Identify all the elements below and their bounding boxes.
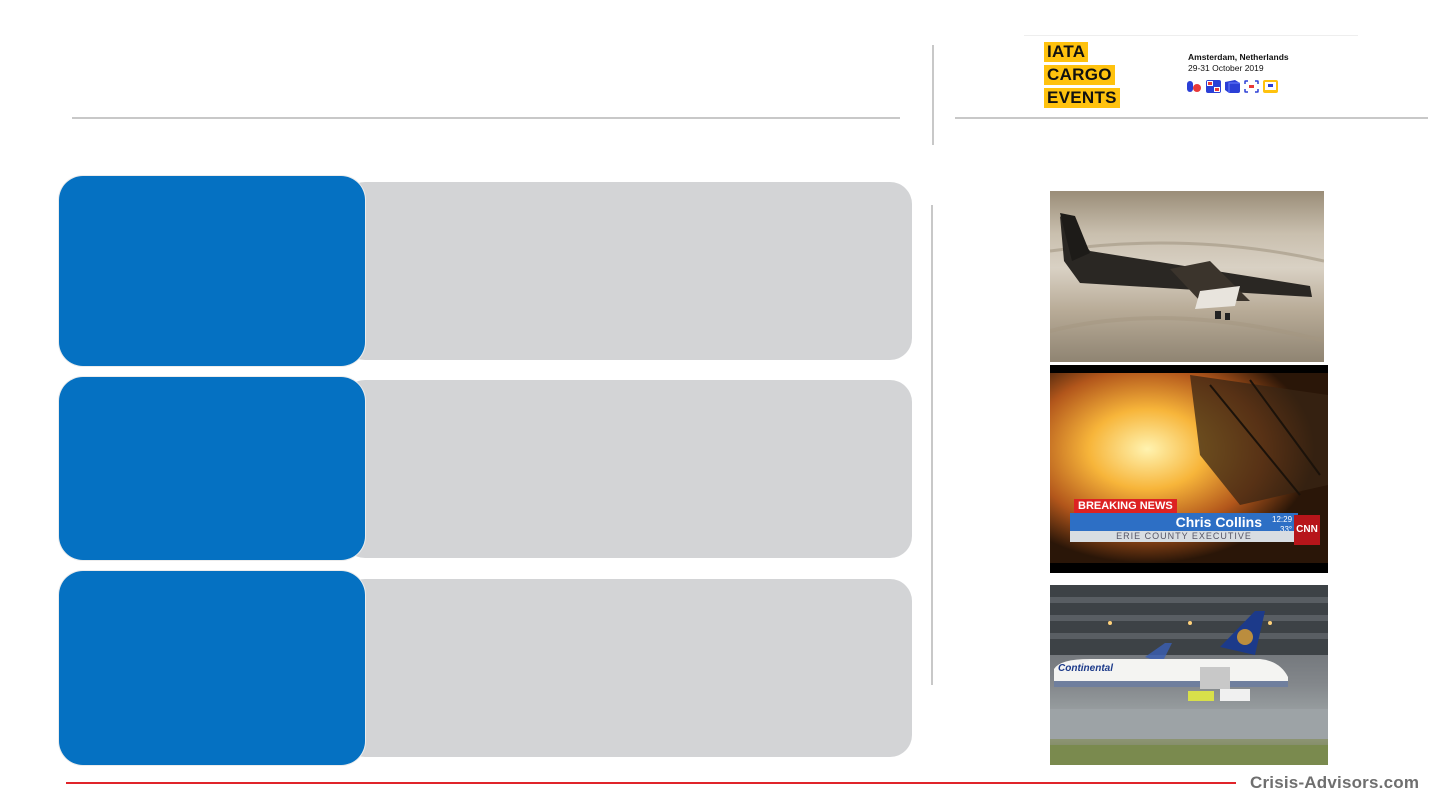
transport-icon [1187,81,1201,92]
content-panel-1 [343,182,912,360]
label-box-3 [59,571,365,765]
news-time: 12:29 [1272,515,1293,524]
event-logo: IATA CARGO EVENTS Amsterdam, Netherlands… [1024,35,1358,114]
header-vertical-divider [932,45,934,145]
crashed-plane-photo [1050,191,1324,362]
breaking-news-banner: BREAKING NEWS [1074,499,1177,513]
cnn-logo: CNN [1294,515,1320,545]
airport-scene-illustration [1050,585,1328,765]
news-person-name: Chris Collins [1175,514,1262,530]
header-divider [72,117,900,119]
footer-rule [66,782,1236,784]
continental-plane-photo: Continental [1050,585,1328,765]
label-box-2 [59,377,365,560]
content-panel-3 [343,579,912,757]
content-panel-2 [343,380,912,558]
event-icons [1187,80,1278,93]
scan-icon [1244,80,1259,93]
logo-word-events: EVENTS [1044,88,1120,108]
crashed-plane-illustration [1050,213,1324,343]
cube-icon [1225,80,1240,93]
news-temperature: 33° [1280,525,1293,534]
flag-icon [1206,80,1221,93]
event-dates: 29-31 October 2019 [1188,63,1264,73]
continental-livery: Continental [1058,663,1113,674]
header-divider-right [955,117,1428,119]
news-name-bar: Chris Collins [1070,513,1298,531]
footer-site-link[interactable]: Crisis-Advisors.com [1250,773,1420,792]
logo-word-iata: IATA [1044,42,1089,62]
label-box-1 [59,176,365,366]
screen-icon [1263,80,1278,93]
content-vertical-divider [931,205,933,685]
news-role-bar: ERIE COUNTY EXECUTIVE [1070,531,1298,542]
event-location: Amsterdam, Netherlands [1188,52,1289,62]
breaking-news-photo: BREAKING NEWS Chris Collins 12:29 33° ER… [1050,365,1328,573]
logo-word-cargo: CARGO [1044,65,1115,85]
